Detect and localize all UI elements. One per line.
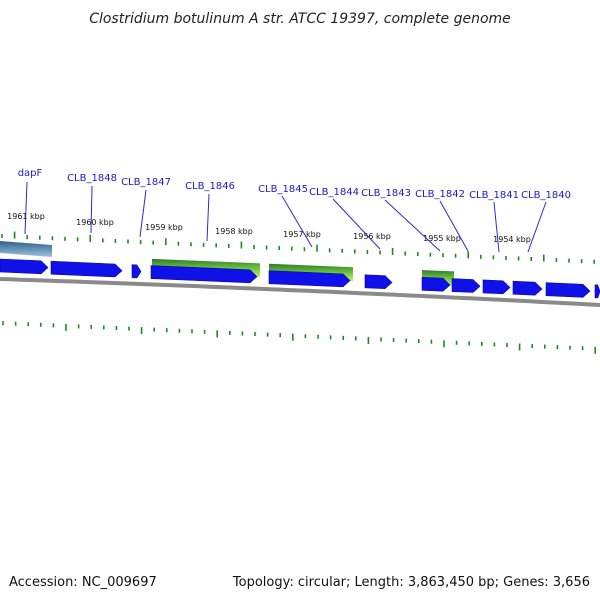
gene-leader-line (493, 201, 500, 253)
genome-backbone (0, 277, 600, 307)
gene-label: CLB_1840 (521, 190, 571, 201)
gene-labels: dapF CLB_1848 CLB_1847 CLB_1846 CLB_1845 CLB_… (18, 168, 571, 253)
scale-label: 1955 kbp (423, 234, 461, 243)
scale-label: 1954 kbp (493, 235, 531, 244)
scale-label: 1959 kbp (145, 223, 183, 232)
gene-arrow (512, 280, 543, 296)
gene-arrow (594, 284, 600, 299)
scale-label: 1958 kbp (215, 227, 253, 236)
gene-label: CLB_1841 (469, 190, 519, 201)
gene-leader-line (281, 195, 313, 248)
gene-label: CLB_1842 (415, 189, 465, 200)
gene-leader-line (332, 198, 381, 250)
scale-ticks-inner (2, 321, 597, 354)
scale-label: 1960 kbp (76, 218, 114, 227)
gene-leader-line (439, 200, 469, 252)
feature-block (0, 241, 52, 257)
gene-label: CLB_1843 (361, 188, 411, 199)
gene-label: CLB_1844 (309, 187, 359, 198)
gene-arrow (50, 260, 123, 278)
gene-leader-line (527, 201, 547, 253)
gene-label: CLB_1845 (258, 184, 308, 195)
scale-ticks-outer (1, 231, 596, 264)
gene-arrow (268, 270, 351, 288)
gene-arrow (150, 265, 258, 284)
gene-leader-line (384, 199, 441, 252)
gene-label: dapF (18, 168, 43, 179)
gene-leader-line (90, 185, 93, 234)
gene-arrow (0, 258, 49, 275)
map-title: Clostridium botulinum A str. ATCC 19397,… (89, 11, 511, 27)
gene-arrow (131, 264, 142, 279)
gene-arrow (421, 276, 451, 292)
gene-leader-line (206, 193, 210, 242)
accession-text: Accession: NC_009697 (9, 575, 157, 590)
gene-label: CLB_1848 (67, 173, 117, 184)
scale-label: 1956 kbp (353, 232, 391, 241)
gene-arrow (545, 282, 591, 298)
scale-label: 1957 kbp (283, 230, 321, 239)
topology-summary: Topology: circular; Length: 3,863,450 bp… (232, 575, 590, 590)
gene-arrows (0, 258, 600, 299)
gene-arrow (364, 274, 393, 289)
gene-leader-line (139, 189, 147, 238)
gene-label: CLB_1847 (121, 177, 171, 188)
gene-label: CLB_1846 (185, 181, 235, 192)
gene-arrow (482, 279, 511, 295)
gene-arrow (451, 278, 481, 293)
gene-leader-line (24, 181, 28, 235)
